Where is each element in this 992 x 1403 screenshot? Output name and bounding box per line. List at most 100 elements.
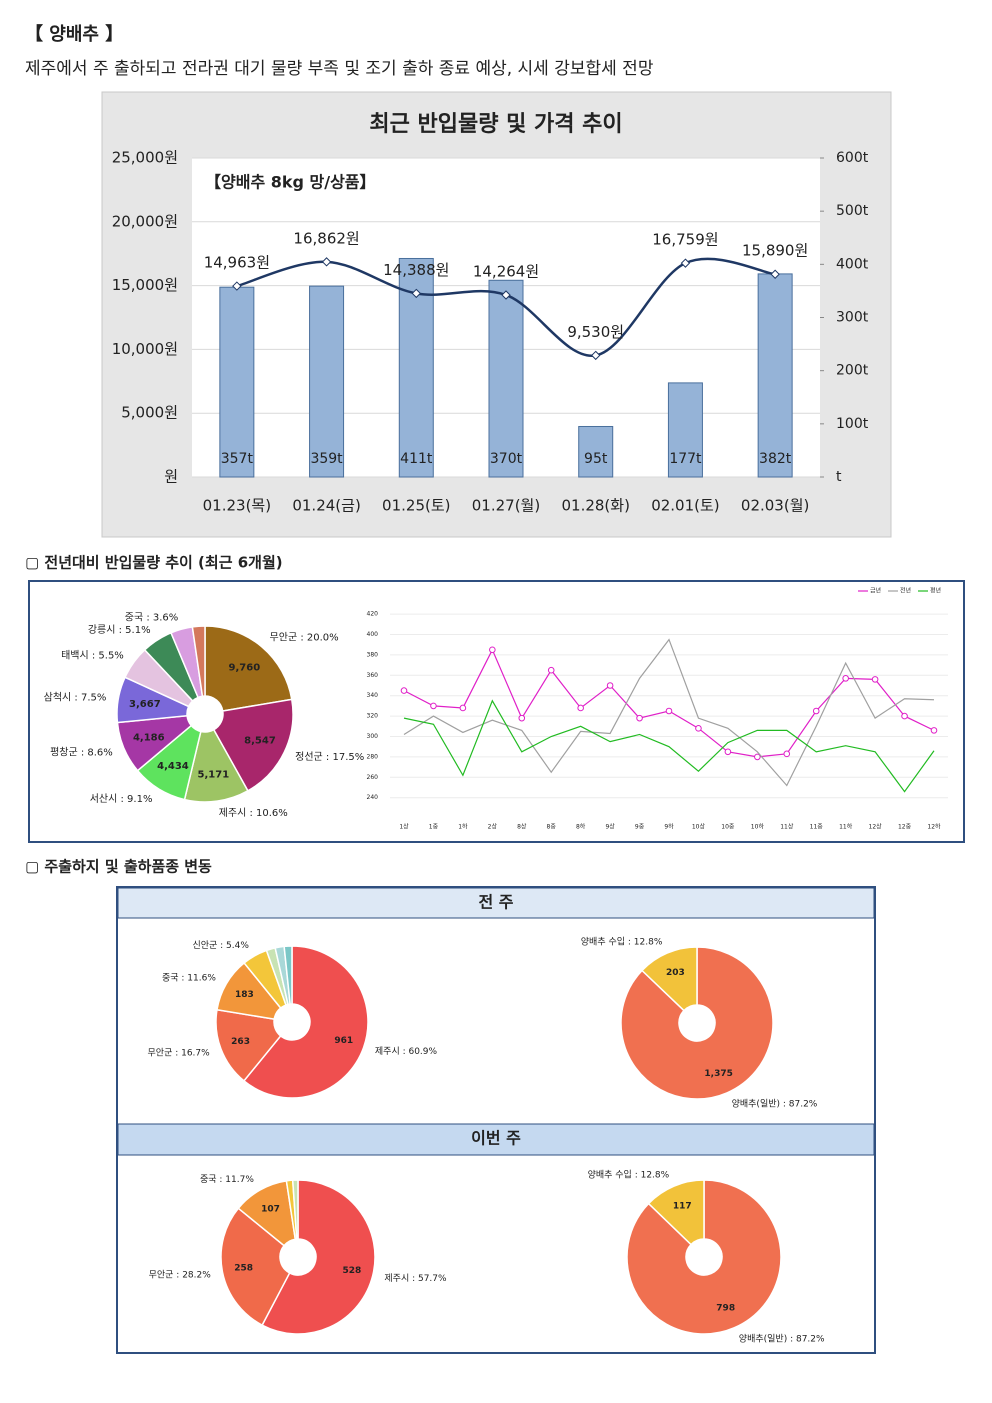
y-tick-label: 10,000원	[112, 340, 178, 358]
series-marker	[636, 714, 643, 722]
panel-header	[117, 1123, 875, 1156]
x-tick-label: 01.28(화)	[561, 497, 629, 515]
donut-slice	[242, 945, 369, 1099]
panel-title: 전 주	[478, 893, 513, 912]
series-marker	[754, 753, 761, 761]
doc-subtitle: 제주에서 주 출하되고 전라권 대기 물량 부족 및 조기 출하 종료 예상, …	[25, 59, 654, 79]
legend-label: 평년	[930, 587, 941, 595]
y2-tick-label: 400t	[836, 256, 869, 272]
slice-label: 평창군 : 8.6%	[50, 747, 113, 759]
slice-value: 4,434	[157, 761, 189, 772]
slice-label: 중국 : 11.6%	[162, 972, 216, 983]
donut-slice	[191, 625, 206, 698]
x-tick-label: 1하	[458, 823, 468, 831]
x-tick-label: 1상	[399, 823, 409, 831]
line-marker	[591, 350, 601, 361]
x-tick-label: 11하	[839, 823, 853, 831]
slice-label: 양배추(일반) : 87.2%	[739, 1333, 825, 1344]
x-tick-label: 12중	[898, 824, 912, 831]
donut-slice	[647, 1179, 705, 1246]
slice-value: 263	[231, 1037, 250, 1047]
y-tick-label: 240	[367, 794, 379, 801]
section-heading: ▢ 전년대비 반입물량 추이 (최근 6개월)	[25, 554, 283, 572]
slice-label: 삼척시 : 7.5%	[44, 691, 107, 703]
series-marker	[783, 750, 791, 758]
section-heading: ▢ 주출하지 및 출하품종 변동	[25, 858, 212, 876]
slice-label: 양배추 수입 : 12.8%	[581, 936, 663, 948]
slice-label: 중국 : 11.7%	[200, 1174, 254, 1185]
bar-label: 359t	[310, 451, 343, 467]
donut-slice	[183, 728, 249, 803]
series-marker	[489, 646, 496, 654]
slice-value: 528	[342, 1266, 361, 1276]
y-tick-label: 420	[367, 611, 379, 618]
y-tick-label: 280	[367, 753, 379, 760]
series-marker	[842, 675, 849, 682]
bar	[488, 279, 524, 478]
slice-value: 798	[716, 1304, 735, 1314]
slice-label: 양배추(일반) : 87.2%	[732, 1098, 818, 1109]
series-marker	[724, 748, 732, 756]
x-tick-label: 10중	[721, 824, 735, 831]
point-label: 16,759원	[652, 231, 718, 249]
slice-label: 양배추 수입 : 12.8%	[588, 1169, 670, 1181]
slice-value: 8,547	[244, 735, 276, 746]
x-tick-label: 01.24(금)	[292, 497, 360, 515]
bar-label: 382t	[759, 451, 792, 467]
x-tick-label: 12하	[927, 823, 941, 831]
series-marker	[518, 714, 526, 722]
donut-slice	[640, 946, 698, 1012]
slice-label: 서산시 : 9.1%	[90, 793, 153, 805]
slice-value: 5,171	[198, 769, 230, 780]
slice-label: 정선군 : 17.5%	[295, 751, 364, 763]
series-marker	[606, 682, 614, 689]
x-tick-label: 12상	[869, 823, 883, 831]
line-marker	[680, 258, 691, 268]
series-marker	[577, 704, 584, 712]
slice-value: 117	[673, 1201, 692, 1211]
series-line	[403, 699, 935, 793]
point-label: 14,264원	[473, 262, 539, 280]
slice-value: 183	[235, 990, 254, 1000]
y-tick-label: 원	[164, 468, 178, 486]
line-marker	[770, 269, 780, 279]
doc-title: 【 양배추 】	[25, 24, 123, 45]
bar-label: 357t	[221, 451, 254, 467]
series-marker	[871, 676, 879, 683]
x-tick-label: 8하	[576, 823, 586, 831]
bar-label: 95t	[584, 451, 608, 467]
y-tick-label: 360	[367, 672, 379, 679]
bar-label: 370t	[490, 451, 523, 467]
slice-label: 제주시 : 10.6%	[219, 807, 288, 819]
y-tick-label: 5,000원	[121, 404, 178, 422]
legend-label: 전년	[900, 587, 911, 595]
donut-slice	[620, 946, 774, 1100]
y-tick-label: 25,000원	[112, 149, 178, 167]
series-marker	[430, 702, 437, 710]
x-tick-label: 10상	[692, 823, 706, 831]
slice-value: 258	[234, 1264, 253, 1274]
slice-label: 중국 : 3.6%	[125, 612, 179, 624]
x-tick-label: 2상	[488, 823, 498, 831]
donut-slice	[212, 698, 294, 792]
slice-label: 제주시 : 57.7%	[384, 1273, 447, 1284]
x-tick-label: 10하	[751, 823, 765, 831]
slice-label: 태백시 : 5.5%	[61, 650, 124, 662]
x-tick-label: 01.23(목)	[203, 497, 271, 515]
x-tick-label: 11중	[810, 824, 824, 831]
x-tick-label: 1중	[429, 824, 439, 831]
y-tick-label: 380	[367, 651, 379, 658]
bar	[578, 425, 614, 478]
y2-tick-label: 600t	[836, 150, 869, 166]
slice-value: 961	[334, 1036, 353, 1046]
slice-value: 1,375	[704, 1069, 732, 1079]
y-tick-label: 20,000원	[112, 212, 178, 230]
series-marker	[901, 712, 908, 720]
panel-title: 이번 주	[471, 1129, 521, 1148]
bar	[667, 382, 703, 478]
point-label: 9,530원	[567, 323, 624, 341]
slice-value: 3,667	[129, 699, 161, 710]
x-tick-label: 8상	[517, 823, 527, 831]
point-label: 14,388원	[383, 261, 449, 279]
